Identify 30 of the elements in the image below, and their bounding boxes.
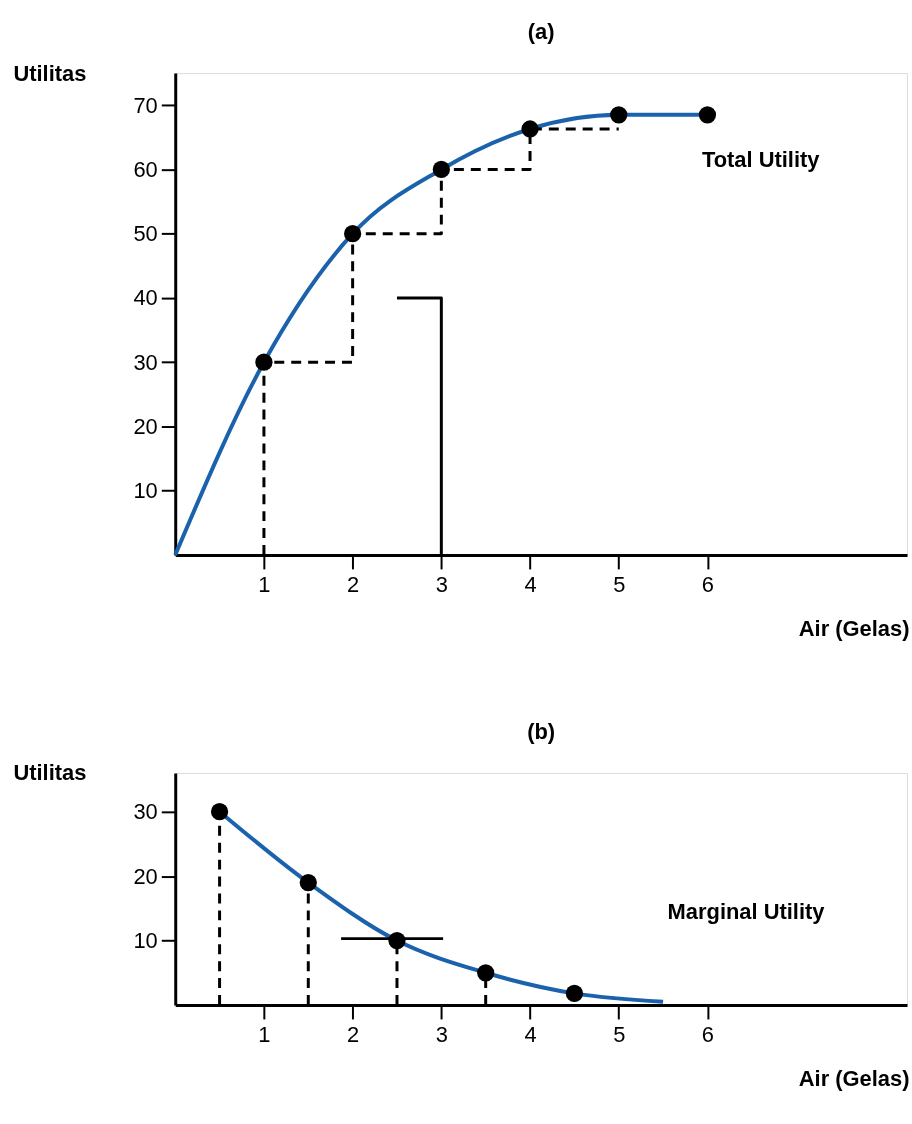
annotation: Total Utility: [701, 146, 821, 172]
x-tick-label: 6: [701, 572, 715, 598]
x-tick-label: 5: [613, 1022, 626, 1048]
x-tick-label: 3: [435, 1022, 448, 1048]
y-tick-label: 10: [133, 478, 158, 504]
y-tick-label: 20: [133, 413, 158, 439]
x-tick-label: 1: [258, 572, 271, 598]
x-tick-label: 6: [701, 1022, 715, 1048]
x-axis-title: Air (Gelas): [798, 1066, 910, 1092]
y-tick-label: 30: [133, 799, 158, 825]
x-tick-label: 5: [613, 572, 626, 598]
chart-title: (a): [527, 19, 555, 45]
y-axis-title: Utilitas: [13, 60, 87, 86]
x-tick-label: 4: [524, 572, 537, 598]
annotation: Marginal Utility: [667, 899, 826, 925]
y-tick-label: 70: [133, 92, 158, 118]
y-tick-label: 50: [133, 221, 158, 247]
y-axis-title: Utilitas: [13, 760, 87, 786]
x-tick-label: 3: [435, 572, 448, 598]
x-tick-label: 4: [524, 1022, 537, 1048]
y-tick-label: 60: [133, 156, 158, 182]
y-tick-label: 40: [133, 285, 158, 311]
chart-title: (b): [527, 719, 556, 745]
x-tick-label: 2: [347, 1022, 360, 1048]
x-axis-title: Air (Gelas): [798, 616, 910, 642]
y-tick-label: 10: [133, 928, 158, 954]
x-tick-label: 1: [258, 1022, 271, 1048]
x-tick-label: 2: [347, 572, 360, 598]
y-tick-label: 20: [133, 863, 158, 889]
y-tick-label: 30: [133, 349, 158, 375]
